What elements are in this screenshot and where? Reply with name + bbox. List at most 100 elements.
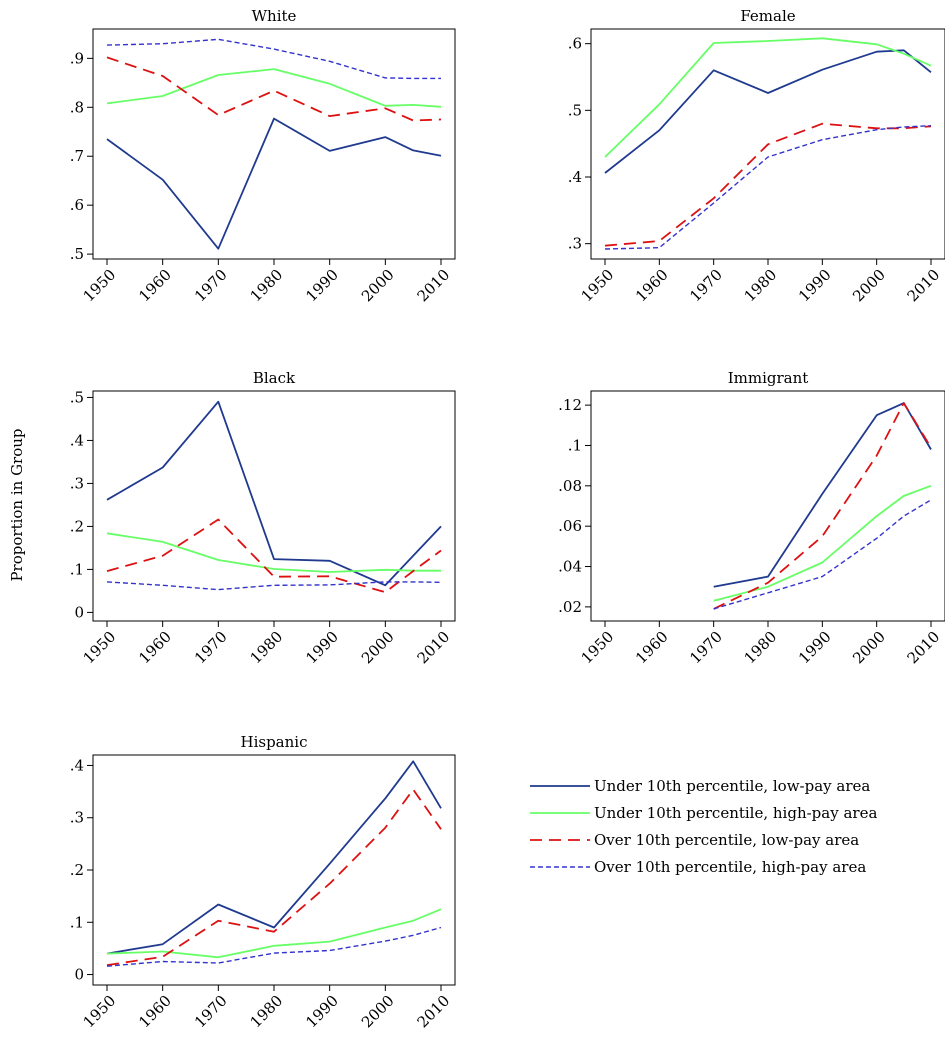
x-tick-label-hispanic: 1950	[80, 992, 120, 1032]
panels: White .5 .6 .7 .8 .9 1950 1960 1970 1980 1990 2000 2…	[70, 7, 945, 1031]
x-tick-label-female: 2000	[849, 266, 889, 306]
series-line-black-1	[106, 400, 442, 587]
x-tick-label-immigrant: 2000	[849, 628, 889, 668]
series-line-hispanic-4	[106, 926, 442, 967]
x-tick-label-black: 1980	[247, 628, 287, 668]
series-line-black-3	[106, 518, 442, 594]
y-tick-label-female: .3	[568, 235, 582, 253]
y-tick-label-immigrant: .1	[568, 436, 582, 454]
legend-label-2: Under 10th percentile, high-pay area	[594, 804, 877, 822]
series-line-black-2	[106, 532, 441, 573]
x-tick-label-hispanic: 1980	[247, 992, 287, 1032]
y-tick-label-black: .5	[70, 388, 84, 406]
y-tick-label-hispanic: .2	[70, 861, 84, 879]
y-tick-label-immigrant: .04	[558, 558, 582, 576]
y-tick-label-hispanic: .4	[70, 756, 84, 774]
panel-title-black: Black	[253, 369, 296, 387]
series-line-hispanic-2	[106, 908, 442, 959]
series-line-immigrant-3	[713, 402, 932, 610]
y-tick-label-female: .6	[568, 35, 582, 53]
series-line-hispanic-1	[106, 760, 442, 955]
series-line-immigrant-4	[713, 499, 932, 610]
x-tick-label-hispanic: 1970	[191, 992, 231, 1032]
x-tick-label-female: 1960	[632, 266, 672, 306]
series-line-hispanic-3	[106, 788, 442, 966]
series-line-white-2	[106, 68, 442, 108]
x-tick-label-black: 2000	[358, 628, 398, 668]
series-line-immigrant-2	[713, 484, 932, 602]
panel-title-hispanic: Hispanic	[241, 733, 308, 751]
x-tick-label-hispanic: 1990	[302, 992, 342, 1032]
y-tick-label-white: .5	[70, 245, 84, 263]
x-tick-label-immigrant: 1960	[632, 628, 672, 668]
series-line-white-4	[106, 38, 441, 80]
x-tick-label-white: 2010	[414, 266, 454, 306]
panel-title-female: Female	[740, 7, 795, 25]
x-tick-label-hispanic: 2010	[414, 992, 454, 1032]
y-tick-label-black: .3	[70, 474, 84, 492]
y-tick-label-immigrant: .02	[558, 598, 582, 616]
x-tick-label-hispanic: 2000	[358, 992, 398, 1032]
x-tick-label-immigrant: 1980	[741, 628, 781, 668]
series-line-female-2	[604, 37, 932, 158]
x-tick-label-immigrant: 2010	[904, 628, 944, 668]
legend-label-4: Over 10th percentile, high-pay area	[594, 858, 866, 876]
y-tick-label-female: .5	[568, 101, 582, 119]
x-tick-label-white: 2000	[358, 266, 398, 306]
series-line-black-4	[106, 581, 442, 591]
x-tick-label-immigrant: 1990	[795, 628, 835, 668]
plot-frame-black	[92, 390, 456, 622]
y-tick-label-hispanic: 0	[74, 966, 84, 984]
y-axis-label: Proportion in Group	[8, 428, 26, 581]
panel-white: White .5 .6 .7 .8 .9 1950 1960 1970 1980 1990 2000 2…	[70, 7, 456, 306]
y-tick-label-white: .7	[70, 147, 84, 165]
x-tick-label-black: 2010	[414, 628, 454, 668]
y-tick-label-white: .6	[70, 196, 84, 214]
legend-label-3: Over 10th percentile, low-pay area	[594, 831, 859, 849]
x-tick-label-white: 1960	[135, 266, 175, 306]
x-tick-label-white: 1950	[80, 266, 120, 306]
y-tick-label-black: 0	[74, 603, 84, 621]
y-tick-label-black: .1	[70, 560, 84, 578]
x-tick-label-female: 1950	[578, 266, 618, 306]
y-tick-label-black: .2	[70, 517, 84, 535]
series-line-white-1	[106, 117, 442, 250]
series-line-female-4	[604, 125, 932, 250]
panel-immigrant: Immigrant .02 .04 .06 .08 .1 .12 1950 1960 1970 19…	[558, 369, 945, 667]
x-tick-label-hispanic: 1960	[135, 992, 175, 1032]
x-tick-label-black: 1990	[302, 628, 342, 668]
series-line-female-3	[604, 122, 932, 247]
legend: Under 10th percentile, low-pay area Under…	[530, 777, 877, 876]
plot-frame-hispanic	[92, 754, 456, 986]
x-tick-label-black: 1950	[80, 628, 120, 668]
x-tick-label-white: 1970	[191, 266, 231, 306]
y-tick-label-immigrant: .12	[558, 396, 582, 414]
y-tick-label-hispanic: .1	[70, 913, 84, 931]
panel-black: Black 0 .1 .2 .3 .4 .5 1950 1960 1970 1980 1990 2000…	[70, 369, 456, 668]
x-tick-label-white: 1990	[302, 266, 342, 306]
y-tick-label-hispanic: .3	[70, 809, 84, 827]
x-tick-label-immigrant: 1970	[686, 628, 726, 668]
y-tick-label-immigrant: .08	[558, 477, 582, 495]
series-line-immigrant-1	[713, 402, 932, 588]
y-tick-label-female: .4	[568, 168, 582, 186]
panel-hispanic: Hispanic 0 .1 .2 .3 .4 1950 1960 1970 1980 1990 200…	[70, 733, 456, 1032]
y-tick-label-black: .4	[70, 431, 84, 449]
series-line-white-3	[106, 56, 442, 122]
x-tick-label-female: 1980	[741, 266, 781, 306]
x-tick-label-female: 2010	[904, 266, 944, 306]
panel-female: Female .3 .4 .5 .6 1950 1960 1970 1980 1990 2000 20…	[568, 7, 945, 305]
y-tick-label-white: .9	[70, 49, 84, 67]
x-tick-label-female: 1990	[795, 266, 835, 306]
x-tick-label-female: 1970	[686, 266, 726, 306]
panel-title-white: White	[252, 7, 297, 25]
x-tick-label-immigrant: 1950	[578, 628, 618, 668]
x-tick-label-black: 1960	[135, 628, 175, 668]
x-tick-label-white: 1980	[247, 266, 287, 306]
y-tick-label-immigrant: .06	[558, 517, 582, 535]
x-tick-label-black: 1970	[191, 628, 231, 668]
panel-title-immigrant: Immigrant	[728, 369, 809, 387]
y-tick-label-white: .8	[70, 98, 84, 116]
